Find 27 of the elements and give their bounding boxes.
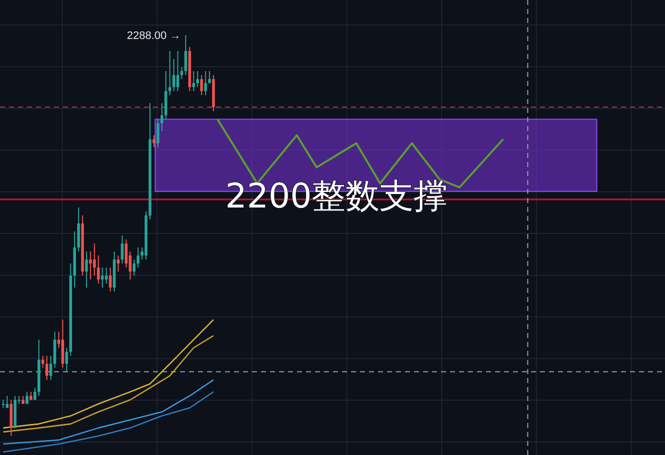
candlestick	[192, 70, 196, 92]
candlestick	[204, 70, 207, 96]
candlestick	[100, 267, 104, 288]
candlestick	[93, 243, 96, 276]
candlestick	[184, 34, 188, 76]
candlestick	[26, 391, 28, 404]
candlestick	[152, 134, 156, 148]
candlestick	[89, 251, 92, 280]
candlestick	[156, 118, 160, 148]
candlestick	[120, 234, 124, 264]
candlestick	[208, 70, 211, 84]
candlestick	[136, 247, 140, 268]
candlestick	[97, 255, 100, 284]
candlestick	[34, 387, 36, 400]
candlestick	[172, 58, 176, 92]
candlestick	[85, 251, 88, 288]
candlestick	[65, 347, 68, 372]
candlestick	[49, 355, 52, 380]
candlestick	[176, 50, 180, 92]
candlestick	[160, 102, 164, 132]
candlestick	[200, 74, 203, 96]
candlestick	[108, 267, 112, 292]
candlestick	[45, 355, 48, 380]
annotation: 2288.00 →	[126, 30, 181, 42]
candlestick	[124, 238, 128, 268]
candlestick	[132, 259, 136, 276]
candlestick	[196, 70, 199, 88]
